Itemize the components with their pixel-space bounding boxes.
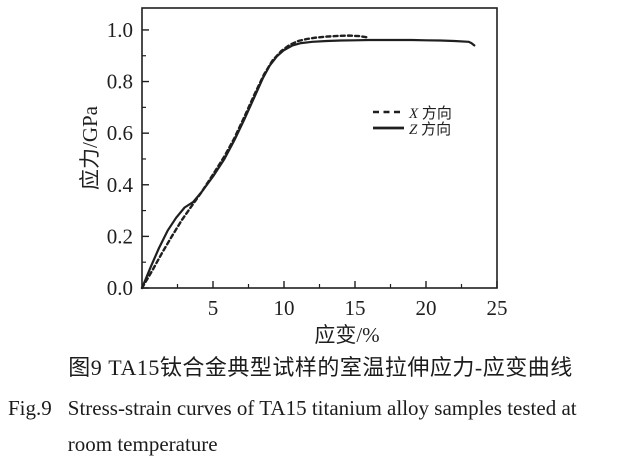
stress-strain-chart: 应力/GPa 应变/% 5 10 15 20 25 0.0 0.2 0.4 0.6 0.8 1.0 X… [78,7,508,347]
x-tick-label: 25 [487,296,508,320]
x-tick-label: 10 [274,296,295,320]
y-tick-label: 0.6 [107,121,133,145]
y-tick-label: 0.4 [107,173,134,197]
plot-frame [141,7,498,289]
caption-english-line2: room temperature [67,432,218,456]
legend-label-z-direction: Z 方向 [409,121,451,138]
y-tick-label: 0.8 [107,70,133,94]
y-tick-label: 0.2 [107,224,133,248]
figure-number-label: Fig.9 [8,396,52,420]
curve-z-direction [140,38,476,290]
x-tick-label: 5 [208,296,219,320]
x-tick-label: 15 [345,296,366,320]
caption-english-line1: Stress-strain curves of TA15 titanium al… [67,396,577,420]
y-tick-label: 1.0 [107,18,133,42]
caption-english-text: Stress-strain curves of TA15 titanium al… [68,390,638,462]
x-tick-label: 20 [416,296,437,320]
y-axis-label: 应力/GPa [78,105,102,190]
curve-x-direction [140,34,371,290]
y-tick-label: 0.0 [107,276,133,300]
legend-label-x-direction: X 方向 [408,105,452,122]
caption-english: Fig.9 Stress-strain curves of TA15 titan… [8,390,638,462]
x-axis-label: 应变/% [314,323,379,347]
caption-chinese: 图9 TA15钛合金典型试样的室温拉伸应力-应变曲线 [68,355,573,380]
